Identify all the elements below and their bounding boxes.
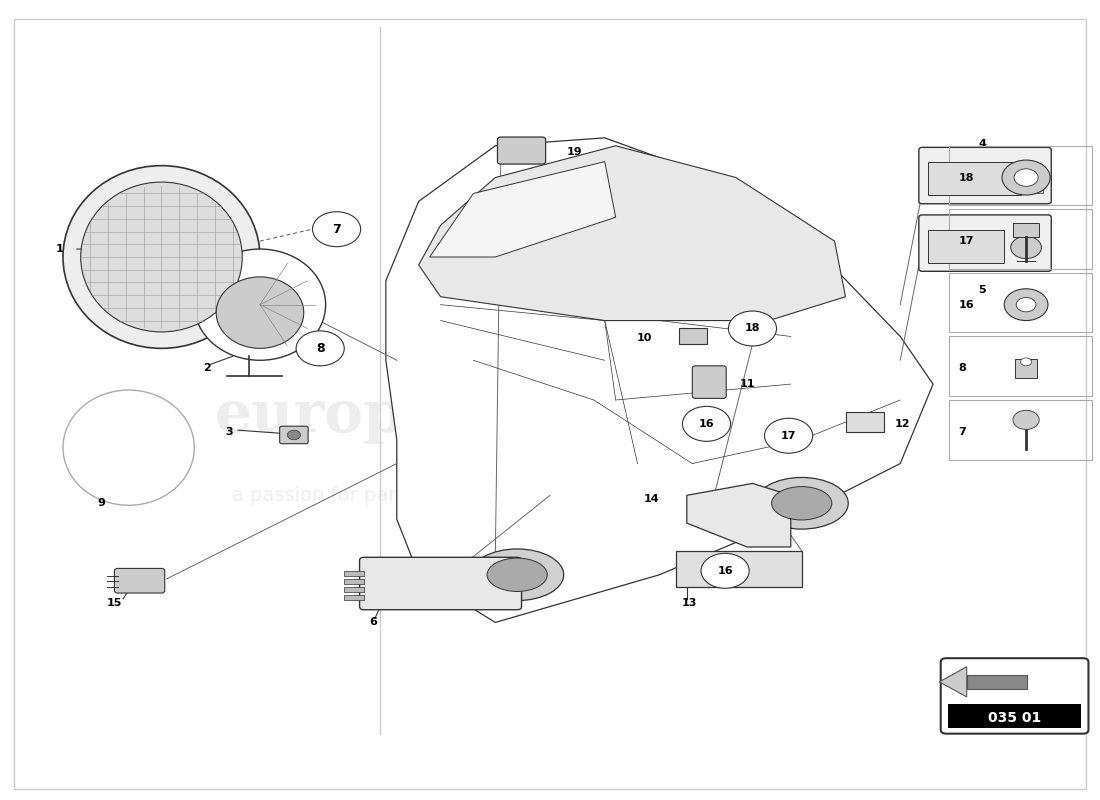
Circle shape xyxy=(701,554,749,588)
Text: 16: 16 xyxy=(698,419,714,429)
Ellipse shape xyxy=(63,166,260,348)
Bar xyxy=(344,571,364,576)
Ellipse shape xyxy=(471,549,563,601)
Ellipse shape xyxy=(756,478,848,529)
Circle shape xyxy=(1014,169,1038,186)
Circle shape xyxy=(1002,160,1050,195)
Circle shape xyxy=(1013,410,1040,430)
FancyBboxPatch shape xyxy=(692,366,726,398)
Polygon shape xyxy=(430,162,616,257)
Polygon shape xyxy=(939,666,967,697)
Ellipse shape xyxy=(63,390,195,506)
Bar xyxy=(1013,223,1040,237)
Text: 6: 6 xyxy=(370,618,377,627)
Polygon shape xyxy=(967,674,1027,689)
FancyBboxPatch shape xyxy=(918,147,1052,204)
Text: 7: 7 xyxy=(958,426,966,437)
Text: 14: 14 xyxy=(644,494,659,504)
Bar xyxy=(1023,175,1043,183)
Bar xyxy=(949,146,1091,206)
Circle shape xyxy=(312,212,361,246)
Polygon shape xyxy=(686,483,791,547)
Ellipse shape xyxy=(771,486,832,520)
Text: 1: 1 xyxy=(55,244,63,254)
FancyBboxPatch shape xyxy=(918,215,1052,271)
Text: 4: 4 xyxy=(978,139,987,149)
Text: 19: 19 xyxy=(566,147,582,157)
FancyBboxPatch shape xyxy=(114,569,165,593)
FancyBboxPatch shape xyxy=(940,658,1089,734)
Text: 035 01: 035 01 xyxy=(988,710,1042,725)
Circle shape xyxy=(1021,358,1032,366)
Text: 15: 15 xyxy=(107,598,122,607)
Bar xyxy=(846,412,883,432)
Text: 16: 16 xyxy=(958,300,974,310)
Text: 18: 18 xyxy=(958,173,974,182)
FancyBboxPatch shape xyxy=(497,137,546,164)
FancyBboxPatch shape xyxy=(279,426,308,444)
Text: 8: 8 xyxy=(958,363,966,374)
Text: 10: 10 xyxy=(637,333,652,343)
Bar xyxy=(344,578,364,584)
Text: europ: europ xyxy=(214,388,404,444)
Bar xyxy=(344,586,364,592)
Ellipse shape xyxy=(80,182,242,332)
Polygon shape xyxy=(419,146,846,321)
Circle shape xyxy=(1016,298,1036,312)
Text: 3: 3 xyxy=(226,426,232,437)
Text: 17: 17 xyxy=(958,236,974,246)
Ellipse shape xyxy=(195,249,326,360)
Circle shape xyxy=(682,406,730,442)
Circle shape xyxy=(296,331,344,366)
Circle shape xyxy=(1011,236,1042,258)
Text: 17: 17 xyxy=(781,430,796,441)
Circle shape xyxy=(287,430,300,440)
Bar xyxy=(344,594,364,600)
Text: 18: 18 xyxy=(745,323,760,334)
FancyBboxPatch shape xyxy=(360,558,521,610)
Bar xyxy=(948,705,1081,728)
Text: 9: 9 xyxy=(97,498,106,508)
Ellipse shape xyxy=(1010,164,1043,172)
Bar xyxy=(1015,358,1037,378)
Text: 12: 12 xyxy=(894,419,911,429)
Bar xyxy=(949,210,1091,269)
Bar xyxy=(679,329,706,344)
Bar xyxy=(1023,186,1043,194)
Text: 16: 16 xyxy=(717,566,733,576)
Bar xyxy=(949,273,1091,333)
Circle shape xyxy=(728,311,777,346)
Ellipse shape xyxy=(217,277,304,348)
Circle shape xyxy=(1004,289,1048,321)
Text: 8: 8 xyxy=(316,342,324,355)
Text: a passion for parts since 1: a passion for parts since 1 xyxy=(232,486,540,505)
Ellipse shape xyxy=(487,558,548,591)
Bar xyxy=(927,230,1004,263)
Bar xyxy=(949,400,1091,459)
Text: 7: 7 xyxy=(332,222,341,236)
Bar xyxy=(949,337,1091,396)
Polygon shape xyxy=(386,138,933,622)
Bar xyxy=(927,162,1021,195)
Text: 5: 5 xyxy=(979,286,986,295)
Bar xyxy=(1023,165,1043,173)
Circle shape xyxy=(764,418,813,454)
Text: 11: 11 xyxy=(739,379,755,389)
Bar xyxy=(675,551,802,586)
Text: 2: 2 xyxy=(204,363,211,374)
Text: 13: 13 xyxy=(681,598,696,607)
